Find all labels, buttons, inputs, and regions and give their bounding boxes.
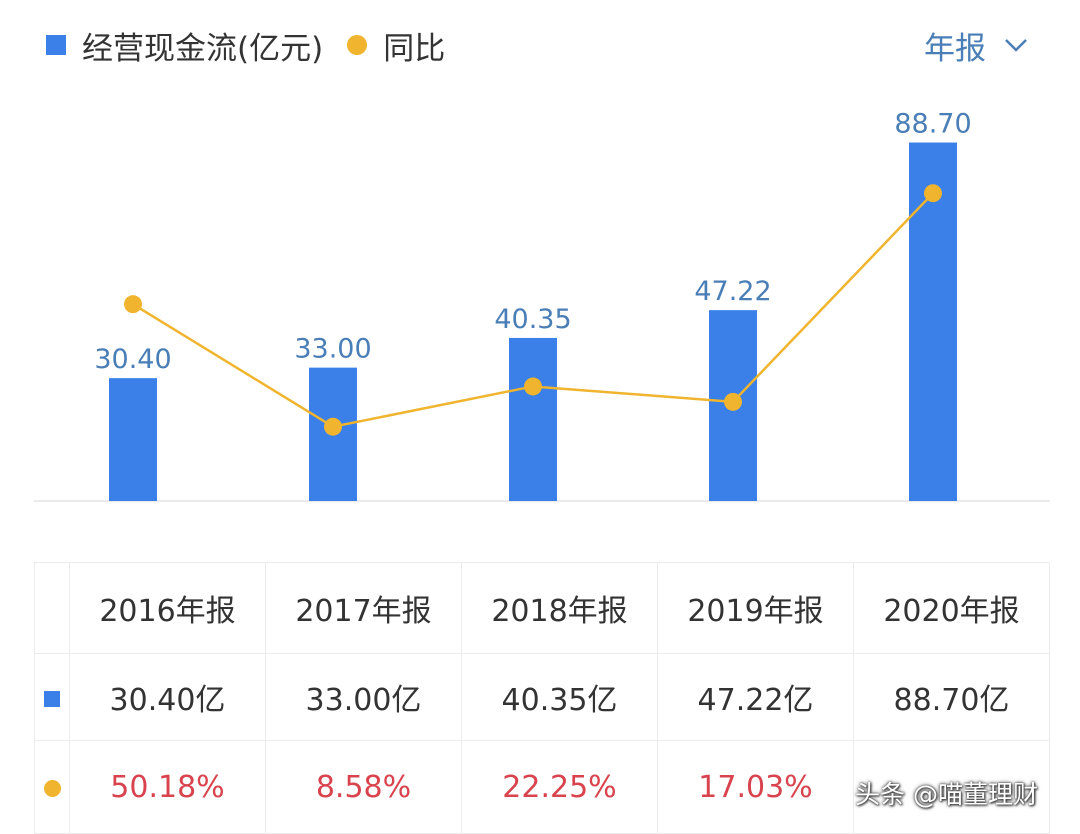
table-cell: 40.35亿 <box>461 653 658 741</box>
period-dropdown[interactable]: 年报 <box>924 22 1028 68</box>
table-header-row: 2016年报 2017年报 2018年报 2019年报 2020年报 <box>34 562 1050 654</box>
table-cell-yoy <box>853 740 1050 834</box>
legend-item-cashflow[interactable]: 经营现金流(亿元) <box>46 23 323 68</box>
table-header-cell: 2020年报 <box>853 562 1050 654</box>
period-dropdown-label: 年报 <box>924 30 986 67</box>
table-cell-yoy: 8.58% <box>265 740 462 834</box>
table-row-marker-cell <box>34 653 70 741</box>
yoy-point <box>724 392 742 411</box>
table-cell: 47.22亿 <box>657 653 854 741</box>
bar-series-marker <box>44 690 60 707</box>
table-row-yoy: 50.18% 8.58% 22.25% 17.03% <box>34 740 1050 834</box>
chart-legend: 经营现金流(亿元) 同比 <box>46 22 469 68</box>
legend-bar-label: 经营现金流(亿元) <box>82 30 324 67</box>
data-table: 2016年报 2017年报 2018年报 2019年报 2020年报 30.40… <box>34 562 1050 834</box>
bar-value-label: 30.40 <box>94 344 171 375</box>
table-row-marker-cell <box>34 740 70 834</box>
yoy-point <box>524 377 542 396</box>
bar-value-label: 33.00 <box>294 334 371 365</box>
bar <box>909 142 957 501</box>
table-corner-cell <box>34 562 70 654</box>
chart-plot: 30.40 33.00 40.35 47.22 88.70 <box>34 109 1050 502</box>
table-header-cell: 2018年报 <box>461 562 658 654</box>
chevron-down-icon <box>1005 39 1027 52</box>
table-cell: 88.70亿 <box>853 653 1050 741</box>
table-row-cashflow: 30.40亿 33.00亿 40.35亿 47.22亿 88.70亿 <box>34 653 1050 741</box>
bar-value-label: 47.22 <box>694 276 771 307</box>
legend-item-yoy[interactable]: 同比 <box>347 23 445 68</box>
table-cell-yoy: 22.25% <box>461 740 658 834</box>
table-cell-yoy: 17.03% <box>657 740 854 834</box>
table-cell: 30.40亿 <box>69 653 266 741</box>
legend-bar-swatch <box>46 35 66 55</box>
yoy-point <box>124 295 142 314</box>
bar <box>109 378 157 501</box>
table-header-cell: 2019年报 <box>657 562 854 654</box>
bar <box>509 337 557 501</box>
legend-line-swatch <box>347 35 368 55</box>
yoy-point <box>924 184 942 203</box>
table-header-cell: 2017年报 <box>265 562 462 654</box>
yoy-point <box>324 417 342 436</box>
table-cell: 33.00亿 <box>265 653 462 741</box>
table-header-cell: 2016年报 <box>69 562 266 654</box>
table-cell-yoy: 50.18% <box>69 740 266 834</box>
watermark: 头条 @喵董理财 <box>855 780 1038 809</box>
line-series-marker <box>43 779 61 797</box>
bar-value-label: 40.35 <box>494 304 571 335</box>
bar-value-label: 88.70 <box>894 109 971 140</box>
legend-line-label: 同比 <box>383 30 446 67</box>
